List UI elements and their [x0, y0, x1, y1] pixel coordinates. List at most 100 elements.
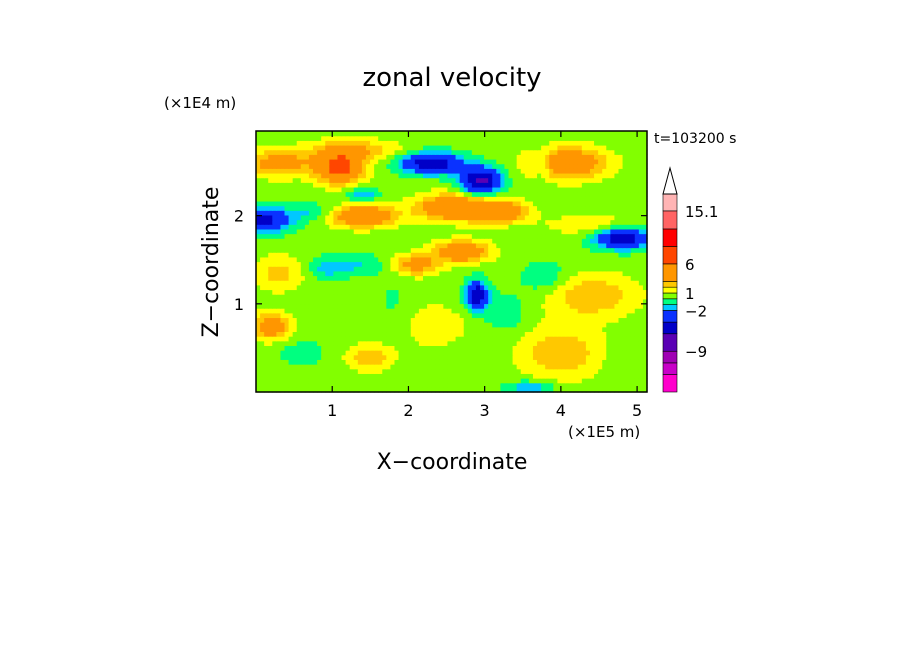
heatmap-cell: [390, 233, 396, 239]
heatmap-cell: [345, 261, 351, 267]
heatmap-cell: [422, 303, 428, 309]
heatmap-cell: [484, 247, 489, 253]
heatmap-cell: [602, 382, 607, 388]
heatmap-cell: [638, 289, 644, 295]
heatmap-cell: [272, 172, 277, 179]
heatmap-cell: [598, 252, 603, 258]
heatmap-cell: [386, 359, 391, 365]
heatmap-cell: [447, 177, 453, 183]
heatmap-cell: [370, 289, 375, 295]
heatmap-cell: [463, 238, 469, 244]
heatmap-cell: [402, 289, 408, 295]
heatmap-cell: [378, 191, 383, 197]
heatmap-cell: [300, 378, 306, 384]
heatmap-cell: [642, 364, 648, 370]
heatmap-cell: [598, 326, 603, 333]
heatmap-cell: [589, 256, 595, 263]
heatmap-cell: [435, 149, 440, 155]
heatmap-cell: [398, 345, 404, 351]
heatmap-cell: [361, 210, 367, 216]
heatmap-cell: [488, 219, 493, 225]
heatmap-cell: [321, 336, 326, 342]
heatmap-cell: [520, 322, 526, 328]
heatmap-cell: [276, 359, 282, 365]
heatmap-cell: [610, 378, 616, 384]
heatmap-cell: [418, 261, 424, 267]
heatmap-cell: [365, 163, 371, 169]
heatmap-cell: [406, 163, 412, 169]
heatmap-cell: [439, 303, 444, 309]
heatmap-cell: [516, 266, 522, 272]
heatmap-cell: [361, 308, 367, 314]
heatmap-cell: [642, 303, 648, 309]
heatmap-cell: [524, 340, 530, 346]
heatmap-cell: [317, 331, 322, 337]
heatmap-cell: [610, 238, 616, 244]
heatmap-cell: [524, 186, 530, 193]
heatmap-cell: [553, 252, 558, 258]
heatmap-cell: [463, 182, 469, 188]
heatmap-cell: [308, 224, 314, 230]
heatmap-cell: [504, 205, 510, 211]
heatmap-cell: [581, 177, 587, 183]
heatmap-cell: [573, 172, 579, 179]
heatmap-cell: [365, 242, 371, 249]
heatmap-cell: [427, 289, 432, 295]
heatmap-cell: [418, 210, 424, 216]
heatmap-cell: [459, 275, 465, 281]
heatmap-cell: [353, 275, 359, 281]
heatmap-cell: [451, 261, 457, 267]
heatmap-cell: [394, 322, 400, 328]
heatmap-cell: [365, 326, 371, 333]
heatmap-cell: [508, 224, 514, 230]
heatmap-cell: [386, 340, 391, 346]
heatmap-cell: [394, 378, 400, 384]
heatmap-cell: [276, 256, 282, 263]
heatmap-cell: [488, 163, 493, 169]
heatmap-cell: [520, 326, 526, 333]
heatmap-cell: [427, 163, 432, 169]
heatmap-cell: [378, 308, 383, 314]
heatmap-cell: [500, 261, 506, 267]
heatmap-cell: [459, 256, 465, 263]
heatmap-cell: [272, 359, 277, 365]
heatmap-cell: [642, 289, 648, 295]
heatmap-cell: [394, 308, 400, 314]
heatmap-cell: [353, 163, 359, 169]
heatmap-cell: [630, 210, 636, 216]
heatmap-cell: [418, 158, 424, 165]
heatmap-cell: [475, 228, 481, 235]
heatmap-cell: [333, 340, 339, 346]
heatmap-cell: [512, 270, 518, 277]
heatmap-cell: [337, 242, 343, 249]
heatmap-cell: [361, 163, 367, 169]
heatmap-cell: [337, 354, 343, 360]
heatmap-cell: [296, 350, 302, 356]
heatmap-cell: [365, 294, 371, 300]
heatmap-cell: [378, 163, 383, 169]
heatmap-cell: [455, 368, 461, 374]
heatmap-cell: [577, 163, 583, 169]
heatmap-cell: [260, 154, 265, 160]
heatmap-cell: [300, 322, 306, 328]
heatmap-cell: [614, 172, 620, 179]
heatmap-cell: [304, 336, 310, 342]
heatmap-cell: [382, 364, 387, 370]
heatmap-cell: [484, 298, 489, 305]
heatmap-cell: [602, 289, 607, 295]
heatmap-cell: [500, 228, 506, 235]
heatmap-cell: [374, 191, 379, 197]
heatmap-cell: [398, 340, 404, 346]
heatmap-cell: [288, 186, 294, 193]
heatmap-cell: [422, 163, 428, 169]
heatmap-cell: [537, 368, 542, 374]
heatmap-cell: [414, 382, 420, 388]
heatmap-cell: [467, 200, 473, 207]
heatmap-cell: [443, 210, 449, 216]
heatmap-cell: [357, 326, 363, 333]
heatmap-cell: [422, 354, 428, 360]
heatmap-cell: [370, 196, 375, 202]
heatmap-cell: [557, 284, 563, 291]
heatmap-cell: [545, 350, 550, 356]
heatmap-cell: [496, 233, 501, 239]
